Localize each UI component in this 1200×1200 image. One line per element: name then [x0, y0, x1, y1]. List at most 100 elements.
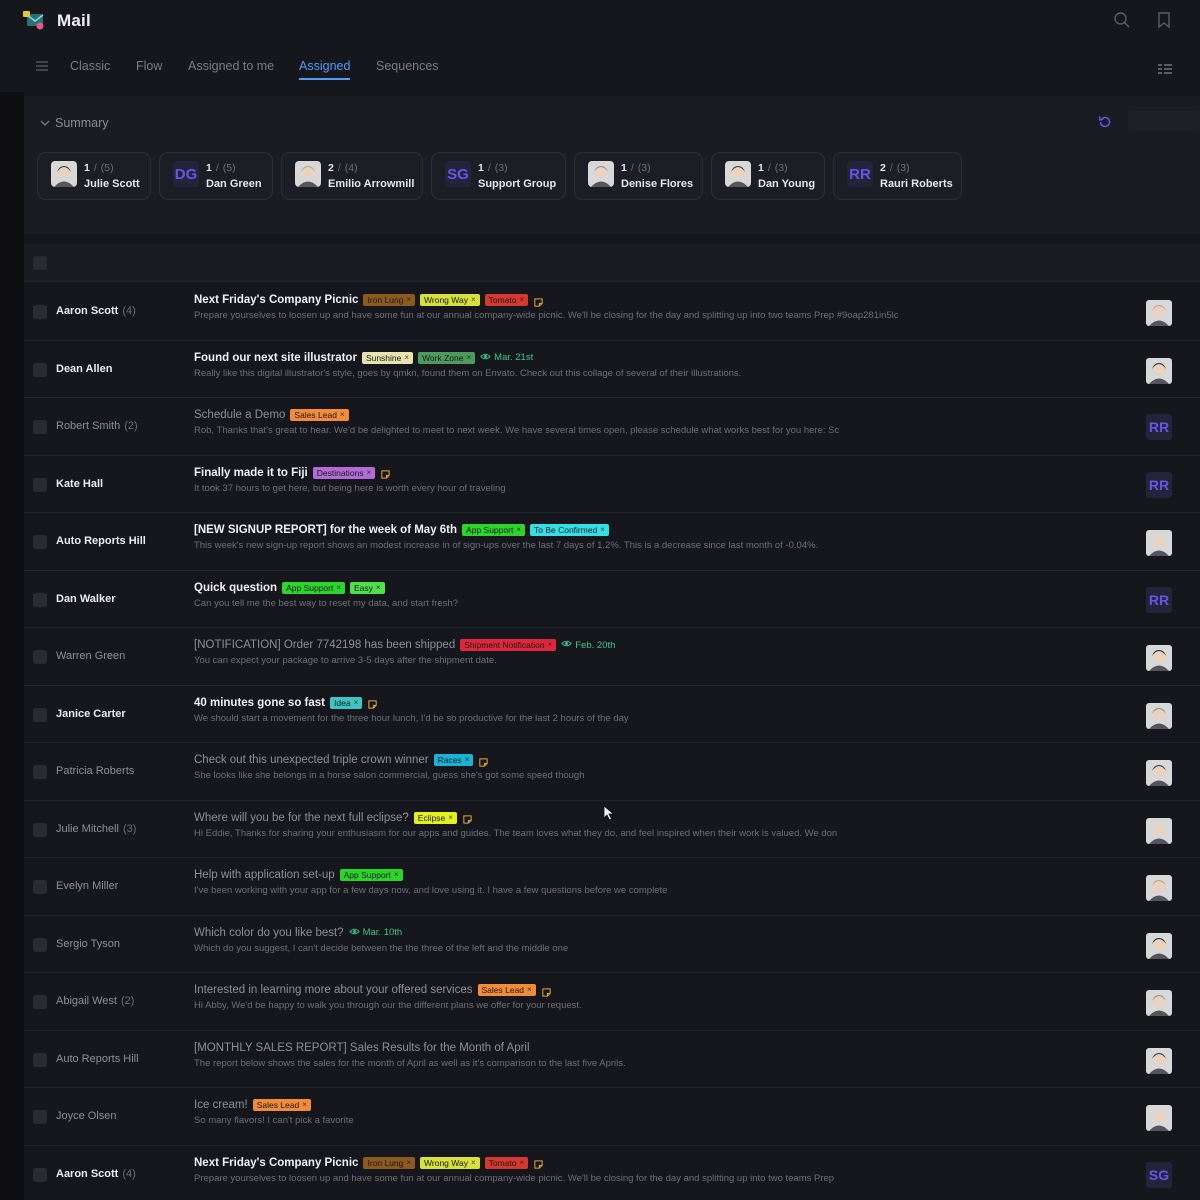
remove-tag-icon[interactable]: × [353, 697, 359, 707]
row-checkbox[interactable] [33, 937, 47, 952]
remove-tag-icon[interactable]: × [404, 352, 410, 362]
label-tag[interactable]: Sales Lead × [477, 984, 536, 996]
label-tag[interactable]: Iron Lung × [363, 294, 416, 306]
assignee-initials[interactable]: RR [1146, 471, 1172, 498]
row-checkbox[interactable] [33, 477, 47, 492]
row-checkbox[interactable] [33, 362, 47, 377]
row-checkbox[interactable] [33, 995, 47, 1009]
row-checkbox[interactable] [33, 650, 47, 664]
label-tag[interactable]: Sales Lead × [252, 1099, 311, 1111]
row-checkbox[interactable] [33, 1052, 47, 1067]
note-icon[interactable] [533, 295, 544, 307]
email-row[interactable]: Aaron Scott (4) Next Friday's Company Picn… [24, 1146, 1200, 1200]
tab-sequences[interactable]: Sequences [376, 59, 439, 73]
agent-card[interactable]: 1/(3) Denise Flores [574, 152, 703, 200]
label-tag[interactable]: App Support × [282, 581, 346, 594]
agent-card[interactable]: 2/(4) Emilio Arrowmill [281, 152, 423, 200]
assignee-avatar[interactable] [1146, 702, 1172, 729]
remove-tag-icon[interactable]: × [406, 1157, 412, 1167]
row-checkbox[interactable] [33, 707, 47, 722]
note-icon[interactable] [380, 467, 391, 479]
row-checkbox[interactable] [33, 1167, 47, 1182]
assignee-avatar[interactable] [1146, 1105, 1172, 1131]
remove-tag-icon[interactable]: × [466, 352, 472, 362]
label-tag[interactable]: Sales Lead × [290, 409, 349, 421]
label-tag[interactable]: Tomato × [484, 294, 529, 306]
tab-assigned-to-me[interactable]: Assigned to me [188, 59, 275, 73]
email-row[interactable]: Dan Walker Quick question App Support × Easy… [24, 571, 1200, 628]
tab-classic[interactable]: Classic [70, 59, 111, 73]
email-row[interactable]: Evelyn Miller Help with application set-u… [24, 858, 1200, 916]
label-tag[interactable]: Work Zone × [418, 351, 476, 364]
agent-card[interactable]: 1/(3) Dan Young [711, 152, 825, 200]
assignee-avatar[interactable] [1146, 645, 1172, 671]
email-row[interactable]: Abigail West (2) Interested in learning mo… [24, 973, 1200, 1031]
row-checkbox[interactable] [33, 1110, 47, 1124]
remove-tag-icon[interactable]: × [516, 525, 521, 534]
remove-tag-icon[interactable]: × [302, 1100, 307, 1109]
email-row[interactable]: Kate Hall Finally made it to Fiji Destinat… [24, 456, 1200, 513]
agent-card[interactable]: RR 2/(3) Rauri Roberts [833, 152, 962, 200]
label-tag[interactable]: Idea × [330, 696, 363, 709]
row-checkbox[interactable] [33, 535, 47, 549]
label-tag[interactable]: Races × [433, 754, 474, 766]
remove-tag-icon[interactable]: × [393, 870, 399, 879]
label-tag[interactable]: Tomato × [484, 1156, 529, 1169]
search-icon[interactable] [1112, 10, 1132, 30]
note-icon[interactable] [367, 697, 378, 709]
label-tag[interactable]: Shipment Notification × [460, 639, 557, 651]
email-row[interactable]: Sergio Tyson Which color do you like best… [24, 916, 1200, 973]
assignee-avatar[interactable] [1146, 530, 1172, 556]
email-row[interactable]: Warren Green [NOTIFICATION] Order 7742198… [24, 628, 1200, 686]
row-checkbox[interactable] [33, 420, 47, 434]
label-tag[interactable]: App Support × [462, 524, 525, 536]
agent-card[interactable]: 1/(5) Julie Scott [37, 152, 151, 200]
assignee-avatar[interactable] [1146, 1047, 1172, 1074]
assignee-initials[interactable]: SG [1146, 1161, 1172, 1188]
label-tag[interactable]: To Be Confirmed × [529, 524, 609, 536]
label-tag[interactable]: Wrong Way × [420, 1156, 480, 1169]
remove-tag-icon[interactable]: × [547, 640, 553, 649]
email-row[interactable]: Dean Allen Found our next site illustrato… [24, 341, 1200, 398]
row-checkbox[interactable] [33, 880, 47, 894]
email-row[interactable]: Janice Carter 40 minutes gone so fast Idea… [24, 686, 1200, 743]
remove-tag-icon[interactable]: × [336, 582, 342, 592]
row-checkbox[interactable] [33, 592, 47, 607]
summary-toggle[interactable]: Summary [39, 116, 108, 130]
tab-assigned[interactable]: Assigned [299, 59, 351, 73]
assignee-avatar[interactable] [1146, 932, 1172, 959]
hamburger-menu-icon[interactable] [34, 58, 50, 74]
note-icon[interactable] [478, 755, 489, 767]
agent-card[interactable]: SG 1/(3) Support Group [431, 152, 566, 200]
remove-tag-icon[interactable]: × [600, 525, 605, 534]
refresh-icon[interactable] [1097, 114, 1113, 130]
label-tag[interactable]: Eclipse × [413, 811, 457, 824]
row-checkbox[interactable] [33, 765, 47, 779]
assignee-initials[interactable]: RR [1146, 586, 1172, 613]
email-row[interactable]: Aaron Scott (4) Next Friday's Company Picn… [24, 283, 1200, 341]
assignee-avatar[interactable] [1146, 875, 1172, 901]
select-all-checkbox[interactable] [33, 256, 47, 270]
assignee-avatar[interactable] [1146, 357, 1172, 384]
note-icon[interactable] [533, 1157, 544, 1169]
assignee-avatar[interactable] [1146, 990, 1172, 1016]
bookmark-icon[interactable] [1154, 10, 1174, 30]
remove-tag-icon[interactable]: × [339, 410, 345, 419]
email-row[interactable]: Auto Reports Hill [MONTHLY SALES REPORT] … [24, 1031, 1200, 1088]
label-tag[interactable]: Destinations × [312, 466, 376, 479]
remove-tag-icon[interactable]: × [470, 295, 476, 304]
email-row[interactable]: Auto Reports Hill [NEW SIGNUP REPORT] for… [24, 513, 1200, 571]
remove-tag-icon[interactable]: × [366, 467, 372, 477]
remove-tag-icon[interactable]: × [527, 985, 532, 994]
summary-filter-field[interactable] [1128, 111, 1200, 131]
label-tag[interactable]: Iron Lung × [363, 1156, 416, 1169]
remove-tag-icon[interactable]: × [519, 295, 525, 304]
tab-flow[interactable]: Flow [136, 59, 163, 73]
row-checkbox[interactable] [33, 822, 47, 837]
email-row[interactable]: Patricia Roberts Check out this unexpecte… [24, 743, 1200, 801]
label-tag[interactable]: Wrong Way × [420, 294, 480, 306]
email-row[interactable]: Julie Mitchell (3) Where will you be for t… [24, 801, 1200, 858]
email-row[interactable]: Joyce Olsen Ice cream! Sales Lead × So many … [24, 1088, 1200, 1146]
assignee-avatar[interactable] [1146, 760, 1172, 786]
remove-tag-icon[interactable]: × [406, 295, 412, 304]
